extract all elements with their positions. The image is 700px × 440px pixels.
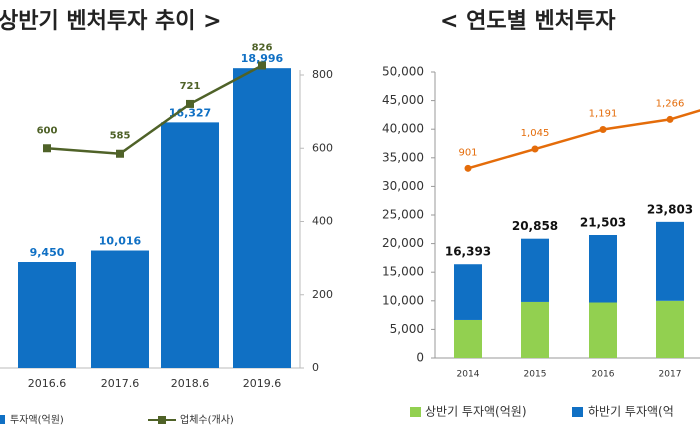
line-marker <box>666 115 674 123</box>
y-tick-label: 35,000 <box>382 150 424 164</box>
line <box>46 64 263 156</box>
x-tick-label: 2016 <box>592 370 615 380</box>
x-tick-label: 2014 <box>457 370 480 380</box>
value-label: 1,191 <box>589 108 618 119</box>
value-label: 721 <box>180 81 201 92</box>
y2-tick-label: 800 <box>312 68 333 81</box>
y-tick-label: 20,000 <box>382 236 424 250</box>
legend-marker <box>158 416 166 424</box>
legend-label: 업체수(개사) <box>180 413 234 426</box>
value-label: 10,016 <box>99 235 142 248</box>
y2-tick-label: 400 <box>312 215 333 228</box>
line-marker <box>186 99 194 108</box>
chart-title: 상반기 벤처투자 추이 > <box>0 9 222 34</box>
total-label: 23,803 <box>647 202 693 216</box>
bar-segment <box>521 238 549 302</box>
y-tick-label: 25,000 <box>382 208 424 222</box>
value-label: 16,327 <box>169 106 211 119</box>
bar-segment <box>589 235 617 303</box>
y-tick-label: 45,000 <box>382 93 424 107</box>
bar-segment <box>454 264 482 320</box>
value-label: 1,045 <box>521 128 550 139</box>
y-tick-label: 0 <box>416 351 424 365</box>
line-marker <box>599 125 607 133</box>
y-tick-label: 15,000 <box>382 265 424 279</box>
legend-swatch <box>572 407 583 417</box>
y-tick-label: 40,000 <box>382 122 424 136</box>
legend-label: 투자액(억원) <box>10 414 64 426</box>
y2-tick-label: 0 <box>312 361 319 374</box>
bar <box>233 68 291 368</box>
x-tick-label: 2017 <box>659 370 682 380</box>
bar <box>91 250 149 368</box>
legend-label: 하반기 투자액(억 <box>588 405 674 419</box>
x-tick-label: 2018.6 <box>171 377 210 390</box>
y-tick-label: 50,000 <box>382 65 424 79</box>
bar-segment <box>521 301 549 358</box>
legend-swatch <box>410 407 421 417</box>
bar-segment <box>454 319 482 358</box>
value-label: 9,450 <box>30 246 65 259</box>
x-tick-label: 2016.6 <box>28 377 67 390</box>
legend-label: 상반기 투자액(억원) <box>425 405 527 419</box>
value-label: 826 <box>252 42 273 53</box>
total-label: 20,858 <box>512 219 558 233</box>
line-marker <box>43 144 51 153</box>
line-marker <box>531 145 539 153</box>
value-label: 1,266 <box>656 98 685 109</box>
x-tick-label: 2017.6 <box>101 377 140 390</box>
legend-swatch <box>0 415 5 424</box>
bar <box>18 262 76 368</box>
y-tick-label: 10,000 <box>382 293 424 307</box>
value-label: 585 <box>110 131 131 142</box>
chart-title: < 연도별 벤처투자 <box>440 9 616 34</box>
y2-tick-label: 200 <box>312 288 333 301</box>
value-label: 901 <box>458 147 477 158</box>
line-marker <box>116 149 124 158</box>
bar-segment <box>656 221 684 301</box>
y-tick-label: 5,000 <box>390 322 424 336</box>
x-tick-label: 2015 <box>524 370 547 380</box>
bar-segment <box>589 302 617 358</box>
total-label: 21,503 <box>580 216 626 230</box>
line-marker <box>258 61 266 70</box>
bar-segment <box>656 300 684 358</box>
line-marker <box>464 164 472 172</box>
y2-tick-label: 600 <box>312 141 333 154</box>
value-label: 18,996 <box>241 52 284 65</box>
y-tick-label: 30,000 <box>382 179 424 193</box>
bar <box>161 122 219 369</box>
x-tick-label: 2019.6 <box>243 377 282 390</box>
value-label: 600 <box>37 125 58 136</box>
total-label: 16,393 <box>445 245 491 259</box>
